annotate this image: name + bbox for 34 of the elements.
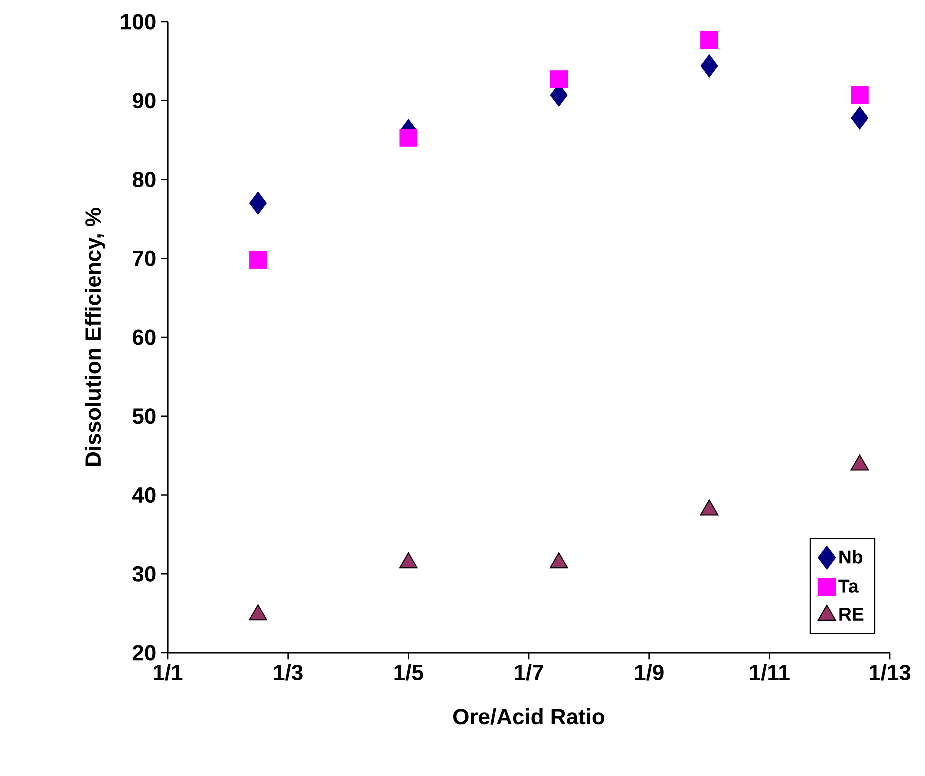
y-tick-label: 50 [132,408,156,424]
point [400,129,418,147]
x-tick-label: 1/5 [394,664,424,681]
legend-label: Nb [840,550,863,564]
x-tick-label: 1/1 [154,664,183,681]
y-tick-label: 70 [133,250,156,266]
x-tick-label: 1/11 [750,664,790,681]
y-tick-label: 90 [132,93,156,109]
legend-label: Ta [838,580,859,593]
x-tick-label: 1/13 [870,664,911,681]
point [550,552,568,569]
x-tick-label: 1/7 [515,664,544,681]
point [249,192,268,216]
x-tick-label: 1/9 [635,664,664,681]
y-tick-label: 60 [132,330,156,346]
x-axis-title: Ore/Acid Ratio [453,708,605,725]
point [249,251,268,270]
y-tick-label: 100 [121,14,156,30]
point [399,552,418,569]
point [850,454,870,471]
point [851,106,869,130]
point [550,70,568,89]
point [700,54,718,78]
y-tick-label: 40 [132,487,156,504]
y-tick-label: 80 [132,172,156,188]
point [700,500,719,516]
point [249,604,268,621]
y-tick-label: 20 [132,645,156,661]
point [850,86,869,104]
y-axis-title: Dissolution Efficiency, % [84,208,106,466]
x-tick-label: 1/3 [274,664,303,681]
legend-label: RE [840,608,864,621]
point [700,31,718,50]
y-tick-label: 30 [132,566,156,582]
